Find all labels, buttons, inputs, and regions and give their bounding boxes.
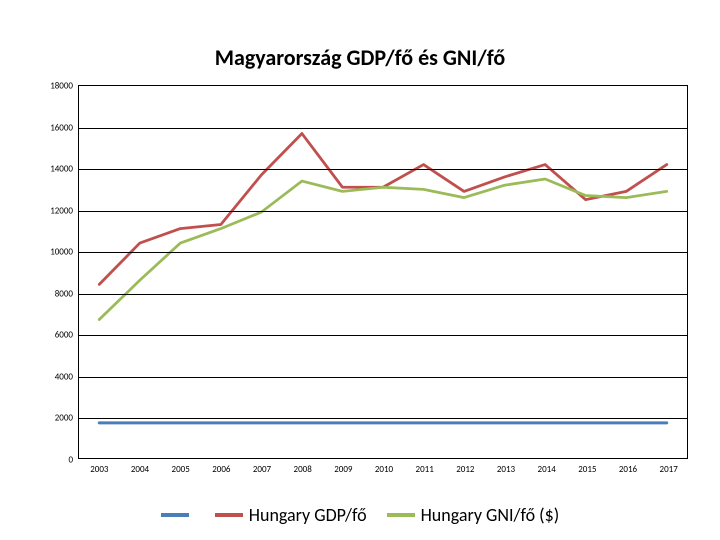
x-axis-label: 2006 (212, 464, 230, 475)
legend-swatch (215, 513, 243, 517)
legend-item-gdp-per-capita: Hungary GDP/fő (215, 504, 367, 526)
y-axis-label: 12000 (50, 205, 73, 216)
series-lines (79, 86, 687, 458)
x-axis-label: 2009 (334, 464, 352, 475)
gridline (79, 335, 687, 336)
x-axis-label: 2017 (660, 464, 678, 475)
gridline (79, 377, 687, 378)
legend: Hungary GDP/fő Hungary GNI/fő ($) (0, 504, 720, 526)
x-axis-label: 2014 (538, 464, 556, 475)
y-axis-label: 0 (68, 455, 73, 466)
legend-item-gni-per-capita: Hungary GNI/fő ($) (387, 504, 560, 526)
x-axis-label: 2005 (172, 464, 190, 475)
gridline (79, 169, 687, 170)
y-axis-label: 2000 (55, 413, 73, 424)
y-axis-label: 10000 (50, 247, 73, 258)
legend-label: Hungary GDP/fő (249, 504, 367, 526)
series-gni-per-capita (99, 179, 666, 320)
gridline (79, 418, 687, 419)
chart: Magyarország GDP/fő és GNI/fő 0200040006… (0, 0, 720, 540)
x-axis-label: 2015 (578, 464, 596, 475)
y-axis-label: 14000 (50, 164, 73, 175)
gridline (79, 211, 687, 212)
x-axis-label: 2011 (416, 464, 434, 475)
x-axis-label: 2007 (253, 464, 271, 475)
y-axis-label: 16000 (50, 122, 73, 133)
legend-item-blue-line (161, 513, 195, 517)
gridline (79, 294, 687, 295)
legend-swatch (161, 513, 189, 517)
y-axis-label: 8000 (55, 288, 73, 299)
gridline (79, 252, 687, 253)
y-axis-label: 18000 (50, 81, 73, 92)
chart-title: Magyarország GDP/fő és GNI/fő (0, 44, 720, 71)
plot-area: 0200040006000800010000120001400016000180… (78, 85, 688, 459)
series-gdp-per-capita (99, 134, 666, 285)
x-axis-label: 2008 (294, 464, 312, 475)
x-axis-label: 2013 (497, 464, 515, 475)
x-axis-label: 2004 (131, 464, 149, 475)
legend-swatch (387, 513, 415, 517)
x-axis-label: 2003 (90, 464, 108, 475)
x-axis-label: 2012 (456, 464, 474, 475)
y-axis-label: 6000 (55, 330, 73, 341)
y-axis-label: 4000 (55, 371, 73, 382)
legend-label: Hungary GNI/fő ($) (421, 504, 560, 526)
x-axis-label: 2016 (619, 464, 637, 475)
x-axis-label: 2010 (375, 464, 393, 475)
gridline (79, 128, 687, 129)
